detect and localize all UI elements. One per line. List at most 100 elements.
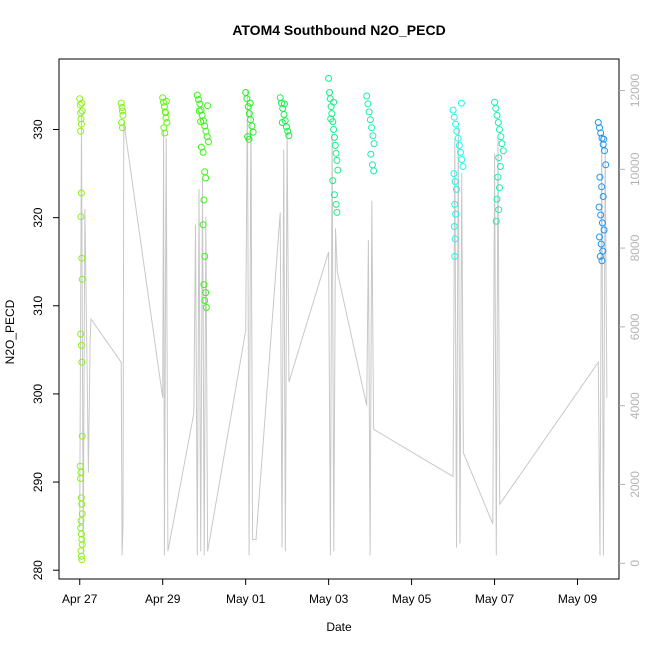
data-point [453, 127, 461, 135]
data-point [451, 178, 459, 185]
data-point [597, 240, 605, 248]
x-tick-label: May 01 [226, 592, 266, 606]
secondary-line-layer [79, 90, 608, 556]
data-point [201, 297, 209, 304]
data-point [278, 119, 286, 126]
data-point [330, 126, 338, 133]
data-point [195, 96, 202, 103]
data-point [199, 148, 207, 156]
data-point [450, 113, 458, 121]
y2-tick-label: 6000 [628, 313, 642, 340]
data-point [598, 183, 606, 191]
y2-tick-label: 10000 [628, 152, 642, 186]
data-point [162, 97, 170, 105]
data-point [77, 330, 85, 338]
data-point [596, 252, 604, 260]
data-point [280, 111, 288, 118]
data-point [457, 148, 464, 156]
data-point [594, 119, 602, 126]
data-point [163, 119, 171, 126]
data-point [495, 154, 503, 162]
data-point [199, 221, 207, 229]
data-point [77, 109, 85, 117]
data-point [498, 140, 506, 148]
data-point [284, 127, 292, 135]
x-axis: Apr 27 Apr 29 May 01 May 03 May 05 May 07 May … [62, 579, 598, 606]
data-point [334, 166, 342, 174]
x-tick-label: May 09 [558, 592, 598, 606]
data-point [599, 193, 607, 200]
data-point [451, 235, 459, 243]
data-point [457, 99, 465, 107]
data-point [367, 150, 375, 158]
data-point [366, 116, 374, 124]
data-point [118, 119, 126, 126]
data-point [78, 556, 86, 564]
data-point [596, 233, 603, 241]
x-tick-label: Apr 27 [62, 592, 98, 606]
data-point [364, 100, 372, 108]
data-point [161, 129, 169, 137]
y-tick-label: 320 [31, 207, 45, 227]
y2-axis: 0 2000 4000 6000 8000 10000 12000 [619, 74, 642, 567]
data-point [77, 120, 85, 128]
data-point [332, 200, 340, 208]
data-point [370, 140, 378, 148]
data-point [493, 111, 501, 119]
data-point [78, 254, 86, 262]
data-point [193, 91, 201, 99]
x-tick-label: May 03 [309, 592, 349, 606]
data-point [202, 304, 210, 311]
data-point [197, 118, 205, 126]
data-point [499, 147, 507, 155]
data-point [77, 547, 85, 555]
data-point [283, 123, 290, 131]
data-point [119, 107, 126, 115]
y2-tick-label: 8000 [628, 234, 642, 261]
x-tick-label: May 05 [392, 592, 432, 606]
data-point [496, 126, 503, 133]
y-tick-label: 330 [31, 119, 45, 139]
data-point [365, 108, 373, 116]
data-point [78, 99, 86, 107]
data-point [492, 217, 500, 225]
data-point [77, 213, 85, 221]
data-point [245, 135, 253, 143]
data-point [496, 163, 504, 170]
data-point [598, 257, 606, 265]
data-point [244, 103, 252, 111]
plot-box [58, 58, 620, 580]
data-point [491, 98, 499, 106]
data-point [203, 133, 211, 141]
data-point [78, 500, 86, 508]
x-axis-title: Date [326, 620, 352, 634]
data-point [78, 275, 86, 283]
data-point [202, 289, 210, 297]
data-point [493, 195, 501, 203]
data-point [77, 127, 85, 135]
data-point [246, 99, 254, 107]
data-point [597, 211, 605, 219]
data-point [204, 102, 212, 110]
data-point [78, 535, 86, 543]
data-point [77, 552, 85, 560]
data-point [600, 226, 608, 234]
data-point [492, 104, 500, 112]
data-point [326, 95, 334, 103]
data-point [452, 120, 460, 128]
data-point [77, 115, 85, 123]
data-point [595, 203, 603, 211]
y-axis-title: N2O_PECD [3, 299, 17, 364]
data-point [202, 174, 210, 182]
data-point [117, 99, 125, 107]
data-point [602, 161, 610, 169]
data-point [201, 168, 209, 176]
data-point [243, 95, 251, 103]
data-point [280, 100, 288, 108]
data-point [458, 156, 466, 163]
x-tick-label: Apr 29 [145, 592, 181, 606]
data-point [78, 432, 86, 440]
data-point [248, 122, 256, 130]
data-point [451, 200, 459, 208]
